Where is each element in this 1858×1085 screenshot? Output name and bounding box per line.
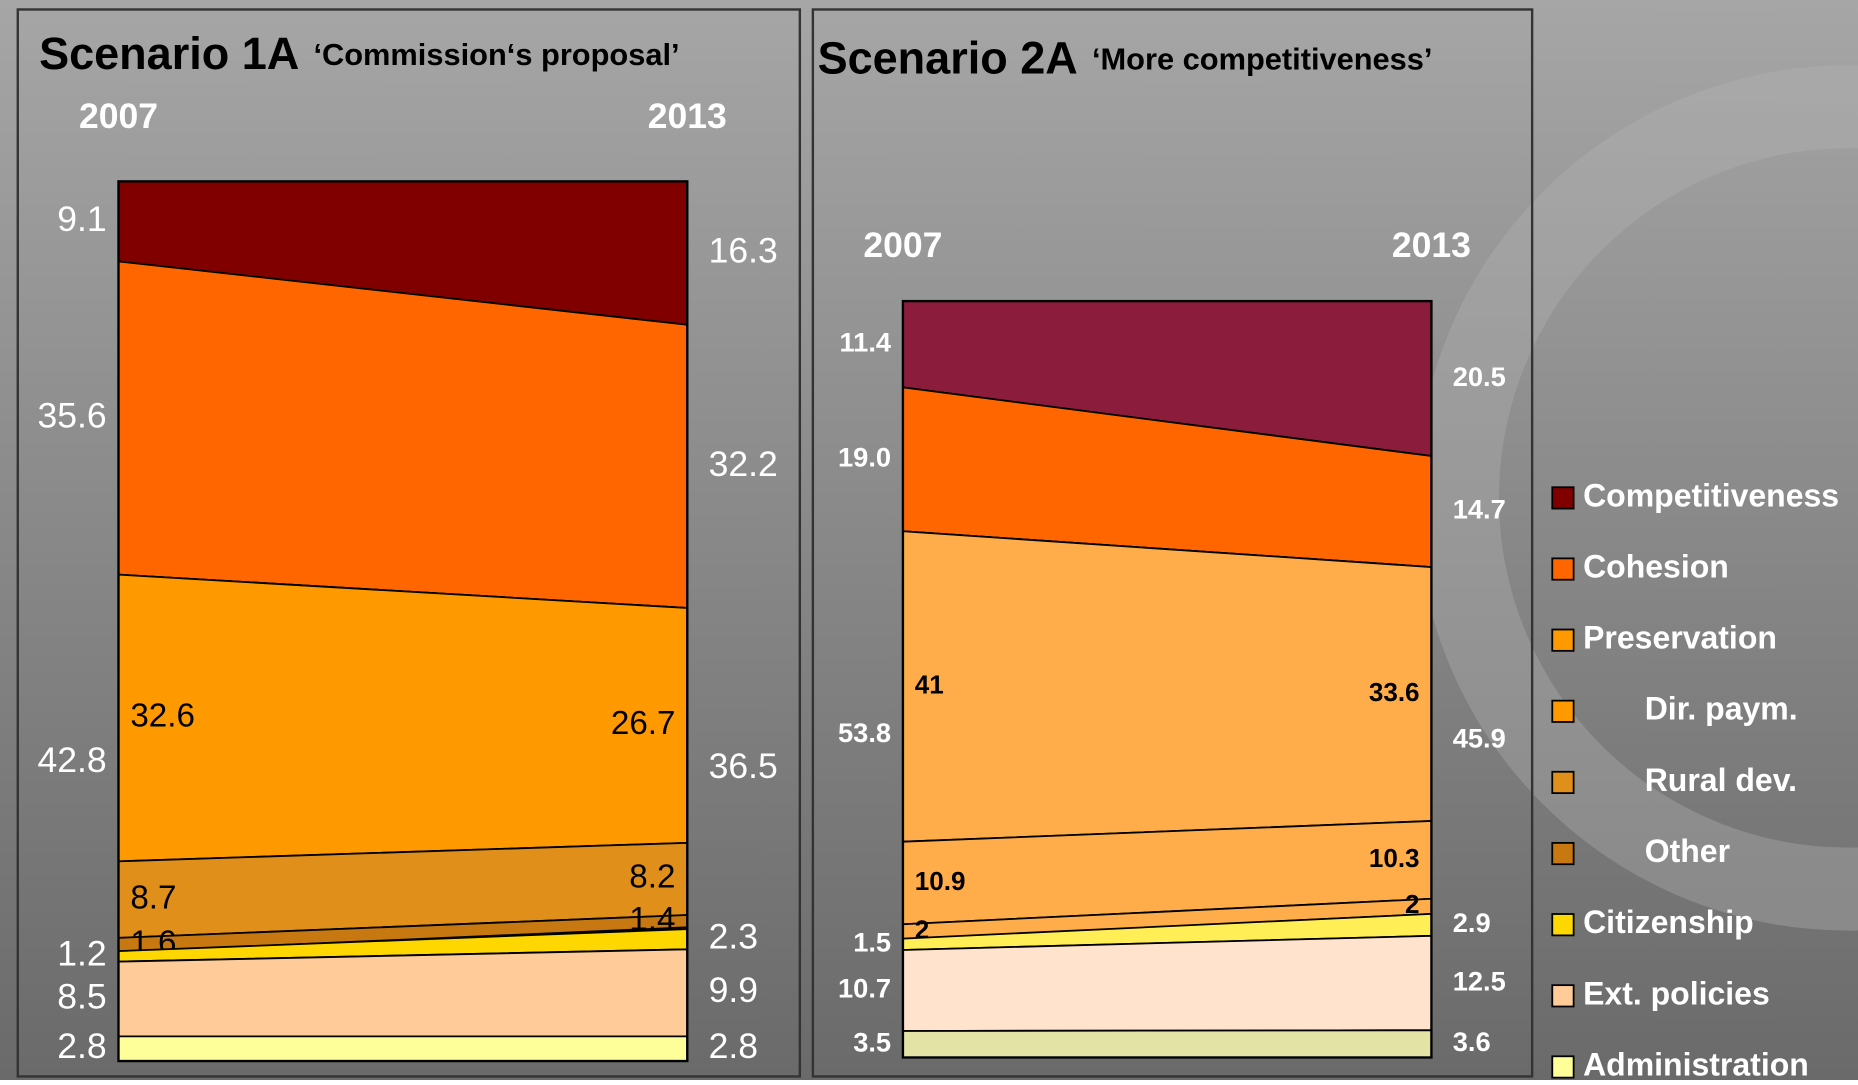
data-label: 19.0 bbox=[838, 442, 891, 473]
legend-label: Ext. policies bbox=[1583, 975, 1770, 1011]
legend-label: Preservation bbox=[1583, 620, 1777, 656]
subtitle: ‘Commission‘s proposal’ bbox=[313, 37, 679, 72]
data-label: 8.5 bbox=[57, 976, 106, 1016]
data-label: 2 bbox=[1405, 889, 1419, 919]
data-label: 9.1 bbox=[57, 199, 106, 239]
plot-frame bbox=[901, 299, 1433, 1059]
legend-swatch bbox=[1551, 770, 1575, 794]
x-label: 2013 bbox=[648, 96, 727, 136]
area-segment bbox=[902, 1029, 1433, 1059]
legend-label: Administration bbox=[1583, 1046, 1809, 1080]
legend-label: Citizenship bbox=[1583, 904, 1754, 940]
legend-label: Other bbox=[1645, 833, 1730, 869]
data-label: 8.2 bbox=[629, 859, 675, 896]
data-label: 53.8 bbox=[838, 717, 891, 748]
legend-swatch bbox=[1551, 1055, 1575, 1079]
data-label: 26.7 bbox=[611, 705, 676, 742]
title: Scenario 1A bbox=[39, 28, 299, 79]
data-label: 33.6 bbox=[1369, 677, 1420, 707]
x-label: 2007 bbox=[79, 96, 158, 136]
x-label: 2007 bbox=[863, 225, 942, 265]
area-segment bbox=[902, 934, 1433, 1032]
data-label: 42.8 bbox=[37, 740, 106, 780]
data-label: 12.5 bbox=[1453, 965, 1506, 996]
data-label: 45.9 bbox=[1453, 723, 1506, 754]
x-label: 2013 bbox=[1392, 225, 1471, 265]
data-label: 10.7 bbox=[838, 973, 891, 1004]
data-label: 1.2 bbox=[57, 934, 106, 974]
panel bbox=[811, 8, 1534, 1078]
data-label: 36.5 bbox=[709, 746, 778, 786]
data-label: 10.9 bbox=[915, 866, 966, 896]
data-label: 41 bbox=[915, 669, 944, 699]
data-label: 2.3 bbox=[709, 917, 758, 957]
area-segment bbox=[902, 530, 1433, 843]
decoration bbox=[1416, 65, 1858, 931]
data-label: 10.3 bbox=[1369, 843, 1420, 873]
legend-label: Cohesion bbox=[1583, 548, 1729, 584]
data-label: 3.5 bbox=[853, 1026, 891, 1057]
data-label: 35.6 bbox=[37, 395, 106, 435]
legend-swatch bbox=[1551, 842, 1575, 866]
data-label: 3.6 bbox=[1453, 1026, 1491, 1057]
data-label: 32.2 bbox=[709, 444, 778, 484]
data-label: 2.8 bbox=[709, 1026, 758, 1066]
legend-swatch bbox=[1551, 913, 1575, 937]
area-segment bbox=[117, 573, 689, 863]
plot-frame bbox=[117, 180, 689, 1063]
legend-swatch bbox=[1551, 486, 1575, 510]
legend-label: Competitiveness bbox=[1583, 477, 1839, 513]
area-segment bbox=[117, 948, 689, 1038]
chart-title: Scenario 2A ‘More competitiveness’ bbox=[818, 33, 1433, 84]
chart-title: Scenario 1A ‘Commission‘s proposal’ bbox=[39, 28, 679, 79]
panel bbox=[16, 8, 802, 1078]
data-label: 2.9 bbox=[1453, 907, 1491, 938]
data-label: 9.9 bbox=[709, 970, 758, 1010]
data-label: 1.5 bbox=[853, 926, 891, 957]
title: Scenario 2A bbox=[818, 33, 1078, 84]
legend-swatch bbox=[1551, 699, 1575, 723]
data-label: 8.7 bbox=[130, 879, 176, 916]
legend-label: Dir. paym. bbox=[1645, 691, 1798, 727]
legend-swatch bbox=[1551, 628, 1575, 652]
area-segment bbox=[117, 1035, 689, 1062]
data-label: 2.8 bbox=[57, 1026, 106, 1066]
legend-label: Rural dev. bbox=[1645, 762, 1797, 798]
data-label: 20.5 bbox=[1453, 361, 1506, 392]
data-label: 11.4 bbox=[840, 326, 892, 357]
legend-swatch bbox=[1551, 984, 1575, 1008]
data-label: 32.6 bbox=[130, 698, 195, 735]
data-label: 14.7 bbox=[1453, 494, 1506, 525]
subtitle: ‘More competitiveness’ bbox=[1092, 42, 1433, 77]
legend-swatch bbox=[1551, 557, 1575, 581]
data-label: 16.3 bbox=[709, 230, 778, 270]
